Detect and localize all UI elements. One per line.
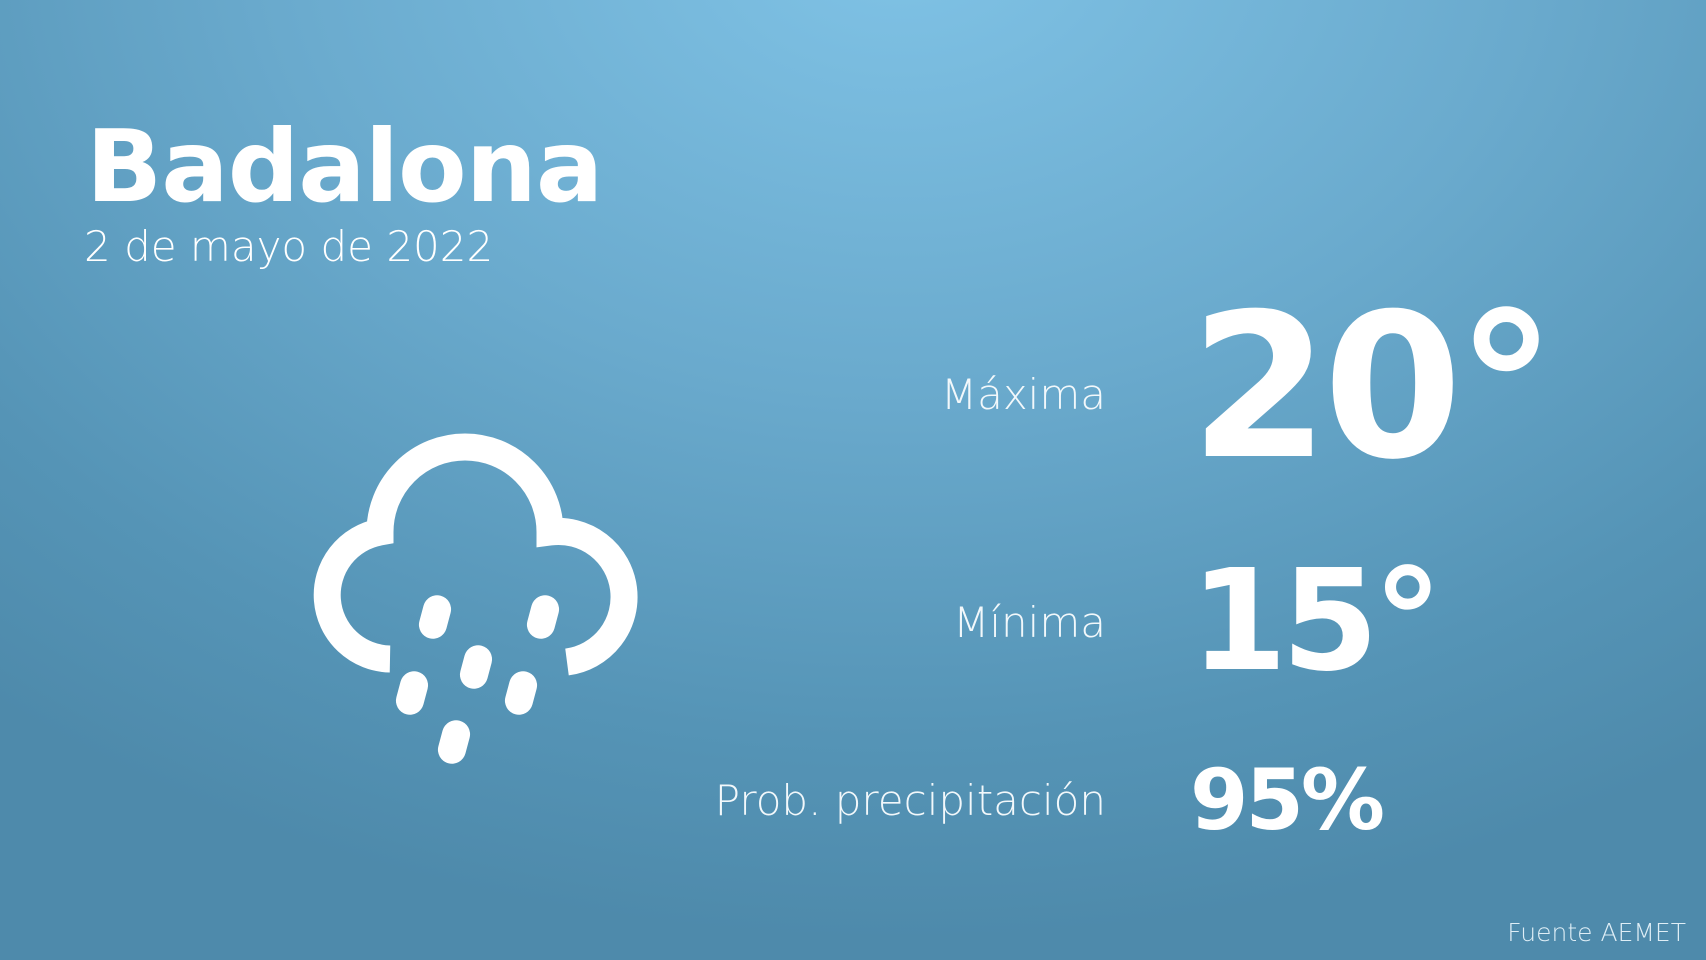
precip-value: 95% — [1190, 751, 1385, 849]
max-temp-label: Máxima — [940, 370, 1106, 419]
source-credit: Fuente AEMET — [1507, 918, 1686, 947]
min-temp-value: 15° — [1190, 540, 1443, 703]
min-temp-label: Mínima — [953, 598, 1106, 647]
precip-label: Prob. precipitación — [714, 776, 1106, 825]
city-title: Badalona — [86, 108, 603, 225]
rain-cloud-icon — [313, 433, 638, 764]
max-temp-value: 20° — [1190, 271, 1556, 504]
forecast-date: 2 de mayo de 2022 — [84, 222, 494, 271]
